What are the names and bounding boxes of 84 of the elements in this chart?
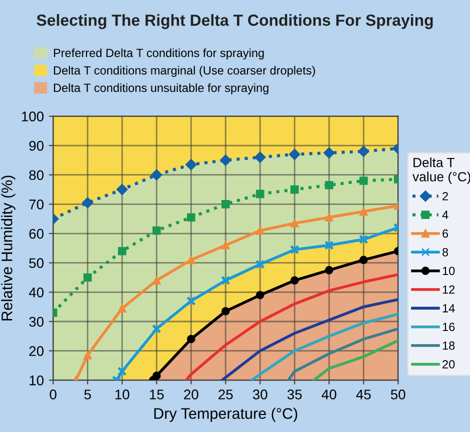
point xyxy=(185,158,197,170)
point xyxy=(152,324,162,334)
point xyxy=(359,176,368,185)
point xyxy=(118,246,126,256)
point xyxy=(359,256,368,264)
legend-label: 6 xyxy=(442,229,448,238)
point xyxy=(220,276,230,286)
y-tick-label: 20 xyxy=(29,346,44,356)
legend-label: 10 xyxy=(442,266,455,276)
point xyxy=(221,200,230,208)
y-tick-label: 50 xyxy=(29,258,44,268)
point xyxy=(186,213,196,222)
y-tick-label: 60 xyxy=(29,228,44,239)
y-tick-label: 100 xyxy=(22,112,44,122)
y-tick-label: 90 xyxy=(29,140,44,151)
x-tick-label: 45 xyxy=(356,390,371,400)
x-tick-label: 25 xyxy=(218,390,233,400)
point xyxy=(255,260,265,270)
legend-label: Preferred Delta T conditions for spraying xyxy=(54,48,264,60)
x-tick-label: 5 xyxy=(84,390,91,400)
point xyxy=(290,185,299,194)
point xyxy=(358,146,370,158)
point xyxy=(152,226,161,235)
line-series xyxy=(220,298,398,380)
legend-label: Delta T conditions unsuitable for spraying xyxy=(54,83,268,94)
point xyxy=(290,244,300,254)
point xyxy=(83,273,92,282)
point xyxy=(151,169,162,180)
point xyxy=(221,241,230,250)
legend-label: 12 xyxy=(442,285,455,294)
point xyxy=(117,366,127,376)
legend-label: 20 xyxy=(442,360,455,368)
legend-label: 14 xyxy=(442,304,455,312)
x-tick-label: 30 xyxy=(252,390,268,400)
legend-label: 16 xyxy=(442,322,455,332)
point xyxy=(186,256,196,264)
y-tick-label: 40 xyxy=(28,288,44,298)
y-tick-label: 70 xyxy=(29,200,44,210)
point xyxy=(221,307,230,316)
line-series xyxy=(250,312,398,380)
legend-label: 18 xyxy=(442,341,455,350)
x-tick-label: 0 xyxy=(50,390,56,400)
point xyxy=(290,219,299,228)
point xyxy=(186,296,196,306)
point xyxy=(324,180,334,190)
x-axis-title: Dry Temperature (°C) xyxy=(154,408,298,422)
point xyxy=(256,226,264,235)
point xyxy=(358,234,368,244)
x-tick-label: 20 xyxy=(184,390,198,400)
y-axis-title: Relative Humidity (%) xyxy=(1,176,16,320)
point xyxy=(324,213,334,222)
chart-title: Selecting The Right Delta T Conditions For Spraying xyxy=(36,14,433,30)
point xyxy=(256,290,264,300)
point xyxy=(82,197,94,208)
legend-label: 2 xyxy=(442,192,448,200)
y-tick-label: 10 xyxy=(30,375,44,386)
point xyxy=(118,304,126,312)
line-series xyxy=(286,327,398,380)
point xyxy=(359,207,368,216)
x-tick-label: 10 xyxy=(115,390,130,400)
line-series xyxy=(312,339,398,380)
point xyxy=(288,148,300,160)
y-tick-label: 80 xyxy=(29,170,44,180)
point xyxy=(256,190,264,198)
legend-label: 8 xyxy=(442,248,448,256)
point xyxy=(220,154,232,166)
point xyxy=(254,152,266,163)
x-tick-label: 40 xyxy=(322,390,336,400)
legend-title: Delta T value (°C) xyxy=(412,158,470,184)
legend-label: Delta T conditions marginal (Use coarser droplets) xyxy=(54,66,315,77)
point xyxy=(323,147,335,158)
x-tick-label: 35 xyxy=(287,390,302,400)
y-tick-label: 30 xyxy=(29,316,44,327)
line-series xyxy=(184,273,398,380)
point xyxy=(290,276,299,285)
point xyxy=(324,240,334,250)
point xyxy=(186,334,196,344)
x-tick-label: 50 xyxy=(390,390,406,400)
point xyxy=(83,351,92,360)
point xyxy=(324,266,334,274)
point xyxy=(152,372,161,380)
legend-label: 4 xyxy=(442,210,448,219)
point xyxy=(116,184,128,196)
x-tick-label: 15 xyxy=(150,390,164,400)
